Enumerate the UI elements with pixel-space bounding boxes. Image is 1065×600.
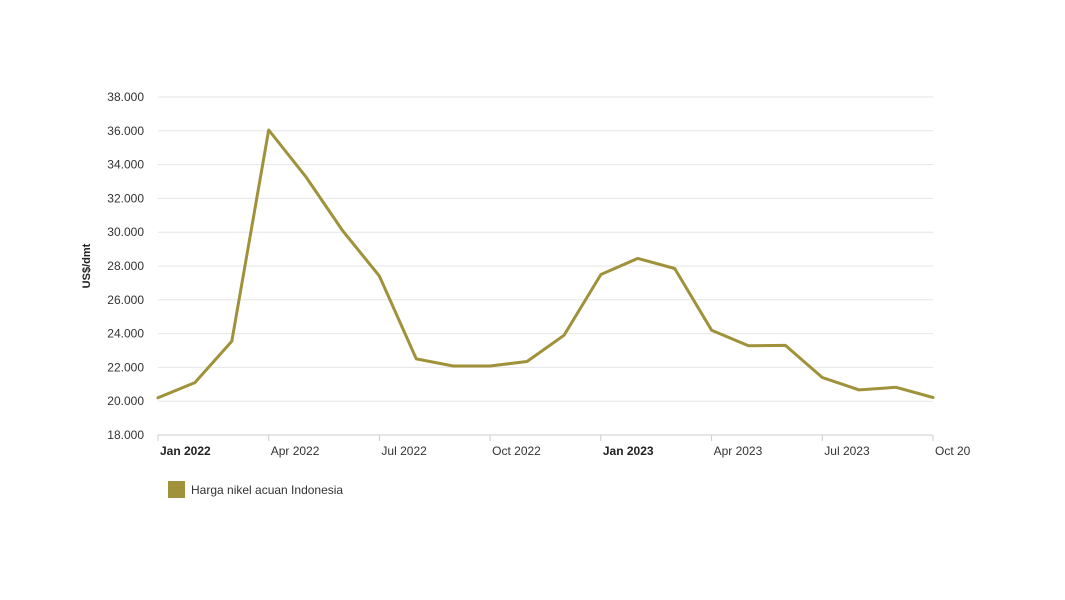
y-tick-label: 24.000 [107, 327, 144, 341]
y-tick-label: 38.000 [107, 90, 144, 104]
x-tick-label: Jul 2022 [381, 444, 427, 458]
x-tick-label: Oct 2022 [492, 444, 541, 458]
y-tick-label: 28.000 [107, 259, 144, 273]
y-tick-label: 18.000 [107, 428, 144, 442]
x-tick-label: Apr 2022 [271, 444, 320, 458]
x-tick-labels: Jan 2022 Apr 2022 Jul 2022 Oct 2022 Jan 2023… [157, 435, 971, 458]
x-tick-label: Jul 2023 [824, 444, 870, 458]
x-tick-label: Jan 2022 [160, 444, 211, 458]
y-tick-label: 36.000 [107, 124, 144, 138]
y-tick-label: 34.000 [107, 158, 144, 172]
y-tick-labels: 18.000 20.000 22.000 24.000 26.000 28.000 30.0… [107, 90, 144, 442]
series-line[interactable] [156, 128, 935, 400]
grid-lines [158, 96, 933, 436]
x-tick-label: Apr 2023 [714, 444, 763, 458]
legend-swatch [168, 481, 185, 498]
y-axis-label: US$/dmt [81, 243, 93, 288]
x-tick-label: Jan 2023 [603, 444, 654, 458]
x-tick-label: Oct 20 [935, 444, 971, 458]
legend-label: Harga nikel acuan Indonesia [191, 482, 344, 497]
series-group [156, 128, 935, 400]
y-tick-label: 26.000 [107, 293, 144, 307]
y-tick-label: 22.000 [107, 360, 144, 374]
y-tick-label: 20.000 [107, 394, 144, 408]
y-tick-label: 32.000 [107, 191, 144, 205]
y-tick-label: 30.000 [107, 225, 144, 239]
legend[interactable]: Harga nikel acuan Indonesia [168, 481, 343, 498]
